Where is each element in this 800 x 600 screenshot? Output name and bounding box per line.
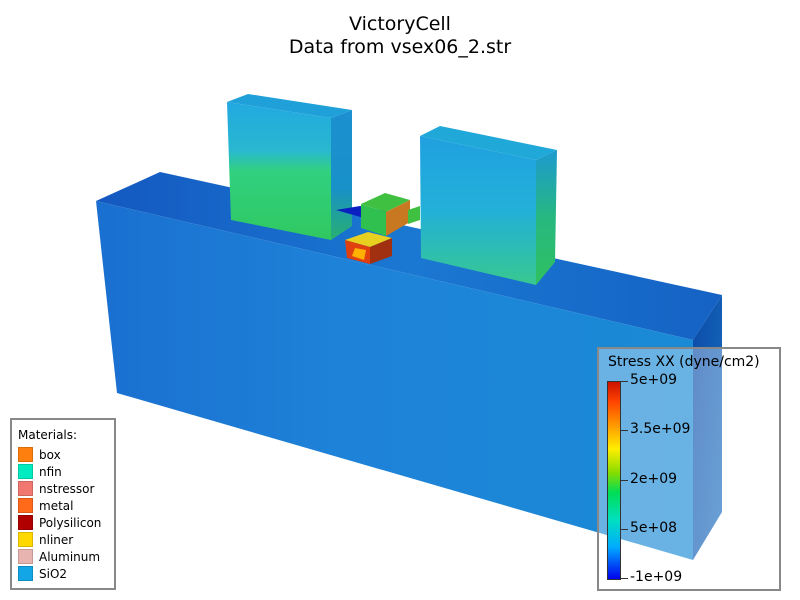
right-fin-front	[420, 136, 536, 285]
legend-swatch	[18, 447, 33, 462]
legend-item: nliner	[18, 531, 114, 548]
colorbar-tick-label: -1e+09	[630, 569, 683, 585]
legend-label: nliner	[39, 532, 74, 547]
legend-label: SiO2	[39, 566, 68, 581]
legend-swatch	[18, 549, 33, 564]
colorbar-tick	[620, 528, 628, 530]
gate-stress-spot	[352, 248, 366, 260]
plot-subtitle: Data from vsex06_2.str	[288, 36, 512, 58]
legend-item: Polysilicon	[18, 514, 114, 531]
gate-upper-front	[361, 204, 386, 236]
right-fin-top	[420, 126, 557, 160]
colorbar-tick-label: 2e+09	[630, 470, 678, 487]
legend-label: metal	[39, 498, 74, 513]
legend-swatch	[18, 481, 33, 496]
right-fin-right	[536, 150, 557, 285]
legend-item: nstressor	[18, 480, 114, 497]
legend-swatch	[18, 532, 33, 547]
stress-colorbar: Stress XX (dyne/cm2) 5e+09 3.5e+09 2e+09 5e…	[597, 347, 781, 591]
legend-item: Aluminum	[18, 548, 114, 565]
legend-swatch	[18, 498, 33, 513]
gate-lower-top	[345, 232, 392, 247]
gate-lower-side	[370, 238, 392, 264]
legend-item: box	[18, 446, 114, 463]
legend-label: Aluminum	[39, 549, 101, 564]
legend-item: nfin	[18, 463, 114, 480]
colorbar-tick	[620, 578, 628, 579]
colorbar-tick-label: 5e+09	[630, 372, 678, 388]
materials-heading: Materials:	[18, 428, 78, 442]
gate-upper-top	[361, 193, 410, 212]
gate-green-band	[408, 206, 420, 224]
plot-title: VictoryCell	[349, 13, 451, 35]
legend-item: SiO2	[18, 565, 114, 582]
gate-upper-side	[386, 200, 410, 236]
legend-label: Polysilicon	[39, 515, 102, 530]
left-fin-top	[227, 94, 352, 118]
colorbar-tick-label: 3.5e+09	[630, 421, 691, 438]
block-right-face	[693, 295, 722, 560]
left-fin-right	[331, 110, 352, 240]
colorbar-tick	[620, 479, 628, 481]
colorbar-tick-label: 5e+08	[630, 519, 678, 536]
legend-swatch	[18, 566, 33, 581]
legend-swatch	[18, 515, 33, 530]
left-fin-front	[227, 102, 331, 240]
colorbar-gradient	[607, 381, 621, 580]
legend-swatch	[18, 464, 33, 479]
colorbar-tick	[620, 430, 628, 432]
block-front-face	[96, 201, 693, 560]
legend-item: metal	[18, 497, 114, 514]
colorbar-tick	[620, 381, 628, 382]
legend-label: nfin	[39, 464, 62, 479]
materials-legend: Materials: box nfin nstressor metal Poly…	[10, 418, 116, 590]
legend-label: box	[39, 447, 61, 462]
colorbar-title: Stress XX (dyne/cm2)	[608, 354, 760, 370]
legend-label: nstressor	[39, 481, 95, 496]
